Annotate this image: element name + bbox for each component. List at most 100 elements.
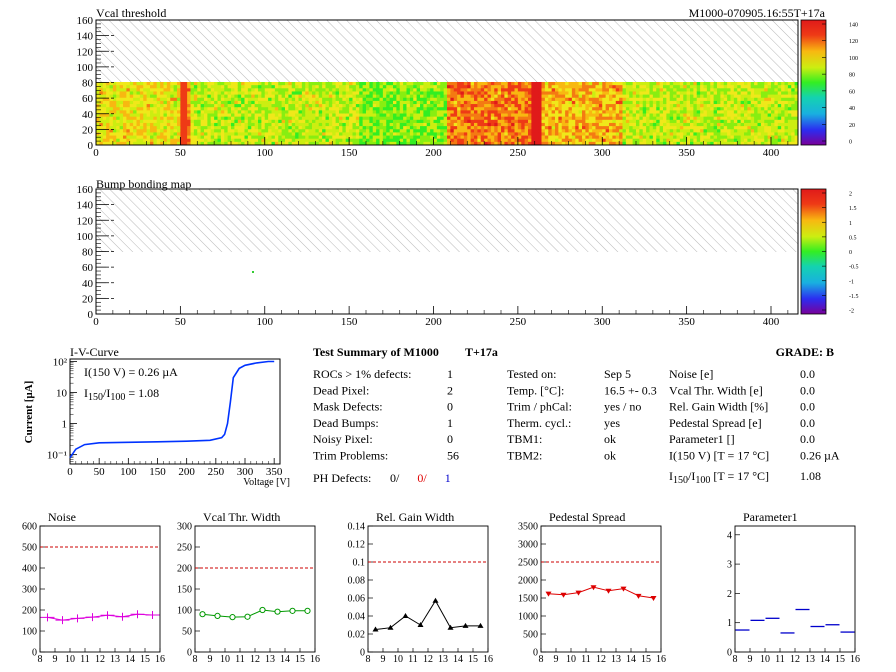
pixel-cell	[116, 107, 121, 111]
pixel-cell	[669, 110, 674, 114]
pixel-cell	[362, 113, 367, 118]
pixel-cell	[733, 82, 738, 86]
pixel-cell	[612, 94, 617, 99]
pixel-cell	[251, 113, 256, 118]
pixel-cell	[160, 88, 164, 92]
pixel-cell	[609, 135, 613, 140]
pixel-cell	[453, 104, 458, 108]
pixel-cell	[794, 132, 799, 136]
pixel-cell	[787, 88, 792, 92]
pixel-cell	[389, 82, 394, 86]
pixel-cell	[180, 135, 185, 140]
pixel-cell	[231, 132, 235, 136]
summary-middle-value: ok	[604, 449, 616, 463]
pixel-cell	[480, 126, 485, 130]
pixel-cell	[548, 116, 553, 121]
pixel-cell	[355, 141, 360, 146]
pixel-cell	[517, 129, 522, 133]
pixel-cell	[497, 126, 502, 130]
pixel-cell	[366, 129, 370, 133]
pixel-cell	[139, 110, 144, 114]
pixel-cell	[551, 141, 556, 146]
pixel-cell	[605, 88, 610, 92]
pixel-cell	[318, 82, 323, 86]
pixel-cell	[754, 82, 758, 86]
pixel-cell	[595, 122, 600, 127]
pixel-cell	[619, 132, 623, 136]
pixel-cell	[322, 122, 326, 127]
pixel-cell	[690, 141, 694, 146]
pixel-cell	[764, 88, 769, 92]
pixel-cell	[723, 132, 728, 136]
pixel-cell	[328, 107, 333, 111]
pixel-cell	[278, 119, 283, 124]
pixel-cell	[629, 135, 634, 140]
pixel-cell	[433, 113, 438, 118]
pixel-cell	[393, 100, 397, 105]
pixel-cell	[632, 135, 637, 140]
pixel-cell	[406, 141, 411, 146]
pixel-cell	[693, 129, 698, 133]
pixel-cell	[710, 119, 715, 124]
pixel-cell	[531, 138, 536, 143]
pixel-cell	[382, 132, 387, 136]
param-x-tick-label: 16	[656, 654, 666, 665]
pixel-cell	[582, 116, 586, 121]
pixel-cell	[787, 82, 792, 86]
pixel-cell	[507, 119, 512, 124]
pixel-cell	[328, 132, 333, 136]
pixel-cell	[156, 85, 161, 89]
pixel-cell	[129, 138, 134, 143]
pixel-cell	[156, 138, 161, 143]
pixel-cell	[426, 135, 431, 140]
pixel-cell	[636, 107, 640, 111]
pixel-cell	[528, 104, 532, 108]
pixel-cell	[443, 141, 448, 146]
pixel-cell	[649, 85, 654, 89]
pixel-cell	[285, 116, 289, 121]
summary-left-value: 2	[447, 383, 453, 397]
param-x-tick-label: 8	[38, 654, 43, 665]
pixel-cell	[548, 104, 553, 108]
pixel-cell	[372, 113, 377, 118]
pixel-cell	[764, 141, 769, 146]
pixel-cell	[494, 135, 499, 140]
pixel-cell	[99, 88, 104, 92]
pixel-cell	[740, 85, 745, 89]
pixel-cell	[227, 91, 232, 95]
pixel-cell	[619, 97, 623, 102]
pixel-cell	[312, 129, 316, 133]
pixel-cell	[706, 116, 711, 121]
pixel-cell	[453, 97, 458, 102]
pixel-cell	[656, 97, 661, 102]
param-point	[55, 616, 70, 625]
pixel-cell	[153, 141, 158, 146]
pixel-cell	[453, 85, 458, 89]
pixel-cell	[349, 97, 353, 102]
pixel-cell	[548, 107, 553, 111]
pixel-cell	[757, 126, 762, 130]
pixel-cell	[771, 122, 775, 127]
pixel-cell	[700, 119, 704, 124]
pixel-cell	[612, 91, 617, 95]
pixel-cell	[416, 85, 421, 89]
pixel-cell	[312, 110, 316, 114]
pixel-cell	[274, 129, 279, 133]
pixel-cell	[686, 88, 691, 92]
param-x-tick-label: 15	[835, 654, 845, 665]
pixel-cell	[558, 129, 563, 133]
pixel-cell	[436, 119, 441, 124]
pixel-cell	[713, 135, 718, 140]
pixel-cell	[757, 119, 762, 124]
pixel-cell	[379, 119, 384, 124]
pixel-cell	[163, 107, 168, 111]
pixel-cell	[605, 126, 610, 130]
pixel-cell	[760, 113, 765, 118]
pixel-cell	[183, 94, 188, 99]
pixel-cell	[237, 104, 242, 108]
pixel-cell	[787, 104, 792, 108]
pixel-cell	[291, 135, 296, 140]
pixel-cell	[450, 104, 455, 108]
pixel-cell	[629, 91, 634, 95]
summary-title: Test Summary of M1000	[313, 345, 439, 359]
